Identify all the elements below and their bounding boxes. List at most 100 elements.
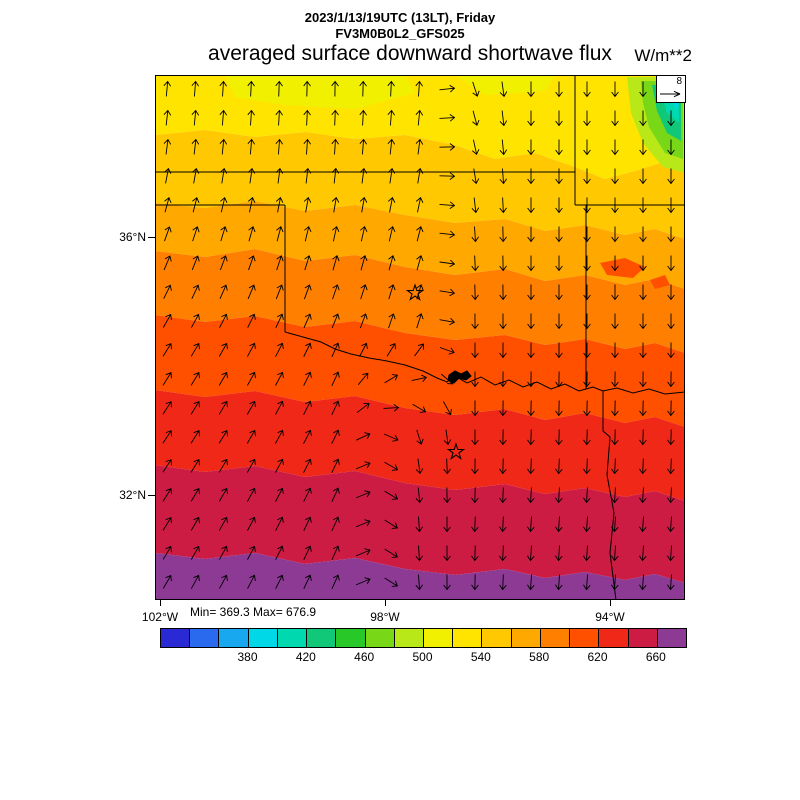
wind-arrow <box>439 347 455 355</box>
wind-vector-field <box>162 80 675 591</box>
wind-arrow <box>611 284 619 301</box>
wind-arrow <box>416 429 424 445</box>
wind-arrow <box>527 545 535 562</box>
wind-arrow <box>471 255 479 272</box>
wind-arrow <box>247 80 255 97</box>
wind-arrow <box>472 110 480 126</box>
wind-arrow <box>247 313 256 328</box>
flux-patch-600-620 <box>650 275 670 289</box>
wind-arrow <box>191 313 200 328</box>
wind-arrow <box>439 172 456 180</box>
wind-arrow <box>611 342 619 359</box>
wind-arrow <box>667 545 675 562</box>
wind-arrow <box>246 400 256 415</box>
wind-arrow <box>247 574 256 589</box>
wind-arrow <box>639 458 647 475</box>
wind-arrow <box>247 109 255 126</box>
wind-arrow <box>275 284 284 300</box>
wind-arrow <box>471 168 480 185</box>
wind-arrow <box>611 168 619 185</box>
wind-arrow <box>555 168 563 185</box>
wind-arrow <box>359 196 368 213</box>
wind-arrow <box>355 519 371 528</box>
wind-arrow <box>499 81 508 98</box>
wind-arrow <box>192 197 200 213</box>
wind-arrow <box>275 545 284 560</box>
wind-arrow <box>499 545 507 562</box>
wind-arrow <box>332 255 340 271</box>
wind-arrow <box>583 342 591 359</box>
wind-arrow <box>555 516 563 533</box>
wind-arrow <box>499 516 507 533</box>
wind-arrow <box>219 80 227 97</box>
wind-arrow <box>246 429 256 444</box>
wind-arrow <box>471 342 479 359</box>
wind-arrow <box>275 80 283 97</box>
wind-arrow <box>162 545 172 560</box>
wind-arrow <box>499 487 507 504</box>
lon-label-94°W: 94°W <box>595 610 625 624</box>
colorbar-tick-580: 580 <box>529 650 550 664</box>
wind-arrow <box>415 516 423 533</box>
wind-arrow <box>583 226 591 243</box>
wind-arrow <box>246 487 256 502</box>
wind-arrow <box>639 255 647 272</box>
wind-arrow <box>412 403 427 413</box>
colorbar-segment-460 <box>365 629 395 647</box>
wind-arrow <box>472 81 480 97</box>
wind-arrow <box>190 430 200 444</box>
wind-arrow <box>499 313 507 330</box>
wind-arrow <box>303 371 312 386</box>
wind-arrow <box>384 374 399 384</box>
wind-arrow <box>611 574 619 591</box>
wind-arrow <box>359 109 367 126</box>
wind-arrow <box>443 458 451 475</box>
wind-arrow <box>555 110 563 127</box>
colorbar-segment-500 <box>423 629 454 647</box>
city-marker-north-star-icon <box>405 283 425 301</box>
wind-arrow <box>246 371 256 386</box>
wind-arrow <box>639 226 647 243</box>
wind-arrow <box>555 458 563 475</box>
wind-arrow <box>611 226 619 243</box>
wind-arrow <box>527 81 535 98</box>
wind-arrow <box>471 429 479 446</box>
wind-arrow <box>667 139 675 156</box>
wind-arrow <box>439 143 456 151</box>
wind-arrow <box>162 372 172 386</box>
colorbar-segment-520 <box>453 629 483 647</box>
wind-arrow <box>303 80 311 97</box>
wind-arrow <box>583 81 591 98</box>
colorbar-tick-500: 500 <box>412 650 433 664</box>
wind-arrow <box>331 516 340 532</box>
flux-patch-500-520 <box>225 75 415 109</box>
wind-arrow <box>443 574 451 591</box>
lat-label-32°N: 32°N <box>119 488 146 502</box>
wind-arrow <box>611 255 619 272</box>
wind-arrow <box>527 516 535 533</box>
wind-arrow <box>190 458 200 473</box>
wind-arrow <box>439 201 456 209</box>
wind-arrow <box>499 458 507 475</box>
wind-arrow <box>331 487 340 502</box>
wind-arrow <box>275 487 284 502</box>
wind-arrow <box>416 225 424 242</box>
wind-arrow <box>527 110 535 127</box>
wind-arrow <box>384 519 399 529</box>
wind-arrow <box>163 284 172 299</box>
wind-arrow <box>416 313 424 329</box>
flux-patch-600-620 <box>600 258 645 278</box>
lon-tick <box>610 600 611 606</box>
wind-arrow <box>387 138 396 155</box>
wind-arrow <box>219 138 228 155</box>
colorbar-segment-340 <box>190 629 220 647</box>
colorbar-segment-640 <box>628 629 658 647</box>
wind-arrow <box>303 196 312 213</box>
wind-arrow <box>247 545 256 560</box>
wind-arrow <box>303 138 311 155</box>
wind-arrow <box>471 516 479 533</box>
wind-arrow <box>331 196 340 213</box>
colorbar-segment-540 <box>482 629 512 647</box>
wind-arrow <box>499 574 507 591</box>
wind-arrow <box>555 226 563 243</box>
